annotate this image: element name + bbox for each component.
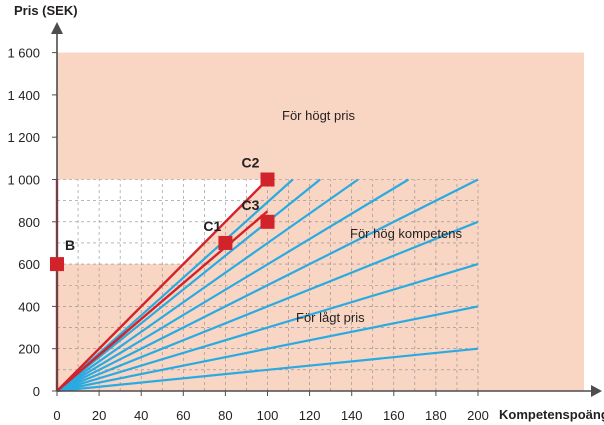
red-line: [56, 178, 269, 392]
y-tick-label: 1 600: [7, 46, 40, 61]
x-tick-label: 180: [425, 408, 447, 423]
blue-line: [56, 178, 321, 392]
blue-line: [56, 347, 479, 393]
x-tick-label: 160: [383, 408, 405, 423]
x-tick-label: 140: [341, 408, 363, 423]
x-tick-label: 20: [92, 408, 106, 423]
y-axis-arrow: [51, 22, 63, 34]
red-line: [56, 210, 269, 392]
y-tick-label: 1 000: [7, 173, 40, 188]
y-tick-label: 600: [18, 257, 40, 272]
point-label-b: B: [65, 237, 75, 253]
region-label: För lågt pris: [296, 310, 365, 325]
x-axis-title: Kompetenspoäng: [499, 407, 604, 422]
blue-line: [56, 305, 479, 393]
x-tick-label: 120: [299, 408, 321, 423]
region-too-high-price: [57, 52, 584, 180]
point-label-c1: C1: [203, 218, 221, 234]
y-tick-label: 0: [33, 384, 40, 399]
ticks: 0 20 40 60 80 100 120 140 160 180 200 0 200 400 600 800…: [7, 46, 488, 423]
x-tick-label: 80: [218, 408, 232, 423]
y-tick-label: 1 400: [7, 88, 40, 103]
y-tick-label: 200: [18, 342, 40, 357]
y-axis-title: Pris (SEK): [14, 3, 78, 18]
x-tick-label: 0: [53, 408, 60, 423]
blue-line: [56, 178, 479, 392]
x-axis-arrow: [591, 385, 602, 397]
region-label: För hög kompetens: [350, 226, 463, 241]
blue-line: [56, 178, 294, 392]
point-marker-b: [50, 257, 64, 272]
x-tick-label: 100: [257, 408, 279, 423]
blue-line: [56, 178, 410, 392]
y-tick-label: 800: [18, 215, 40, 230]
point-label-c3: C3: [242, 197, 260, 213]
x-tick-label: 200: [467, 408, 489, 423]
y-tick-label: 400: [18, 299, 40, 314]
region-labels: För högt pris För hög kompetens För lågt p…: [282, 108, 463, 325]
point-marker-c1: [218, 235, 233, 250]
blue-line: [56, 220, 479, 393]
points: B C1 C2 C3: [50, 155, 275, 272]
axes: [51, 22, 602, 397]
x-tick-label: 40: [134, 408, 148, 423]
blue-line: [56, 178, 359, 392]
region-label: För högt pris: [282, 108, 355, 123]
point-marker-c2: [260, 172, 275, 187]
blue-line: [56, 263, 479, 393]
y-tick-label: 1 200: [7, 130, 40, 145]
point-marker-c3: [260, 214, 275, 229]
x-tick-label: 60: [176, 408, 190, 423]
blue-lines: [56, 178, 479, 393]
region-right-band: [478, 179, 584, 391]
point-label-c2: C2: [242, 155, 260, 171]
